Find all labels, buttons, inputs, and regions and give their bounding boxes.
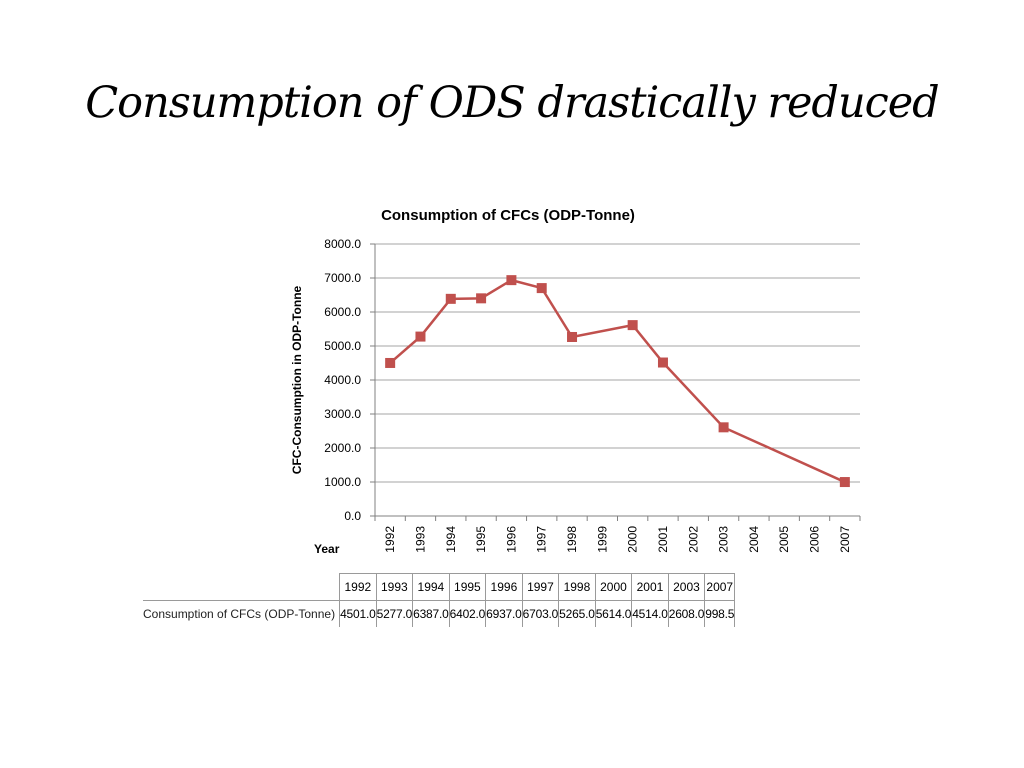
table-header-cell: 1992 (339, 573, 377, 601)
y-tick-label: 2000.0 (324, 441, 361, 455)
table-value-cell: 5277.0 (375, 600, 414, 627)
data-point-marker (839, 477, 850, 488)
table-header-row: 1992 1993 1994 1995 1996 1997 1998 2000 2001 2003… (143, 573, 736, 601)
table-corner (143, 573, 341, 601)
table-header-cell: 1996 (485, 573, 523, 601)
x-tick-label: 1998 (565, 526, 579, 553)
data-point-marker (718, 422, 729, 433)
y-tick-label: 6000.0 (324, 305, 361, 319)
y-tick-label: 3000.0 (324, 407, 361, 421)
data-point-marker (476, 293, 487, 304)
x-tick-label: 1994 (444, 526, 458, 553)
data-point-marker (567, 331, 578, 342)
y-axis-label: CFC-Consumption in ODP-Tonne (290, 285, 304, 474)
table-header-cell: 1997 (521, 573, 560, 601)
y-tick-label: 8000.0 (324, 237, 361, 251)
x-tick-label: 2005 (777, 526, 791, 553)
x-tick-label: 2000 (626, 526, 640, 553)
y-tick-label: 4000.0 (324, 373, 361, 387)
table-value-cell: 4514.0 (631, 600, 669, 627)
x-tick-label: 1997 (535, 526, 549, 553)
data-point-marker (627, 320, 638, 331)
table-value-cell: 6937.0 (485, 600, 523, 627)
table-value-cell: 5265.0 (558, 600, 596, 627)
y-tick-label: 5000.0 (324, 339, 361, 353)
table-value-cell: 4501.0 (339, 600, 377, 627)
table-header-cell: 1995 (448, 573, 487, 601)
table-value-cell: 5614.0 (594, 600, 633, 627)
table-value-cell: 6387.0 (412, 600, 450, 627)
data-point-marker (415, 331, 426, 342)
data-point-marker (385, 357, 396, 368)
data-table: 1992 1993 1994 1995 1996 1997 1998 2000 2001 2003… (143, 573, 736, 627)
slide-title: Consumption of ODS drastically reduced (85, 78, 939, 128)
y-tick-label: 1000.0 (324, 475, 361, 489)
table-header-cell: 2000 (594, 573, 633, 601)
table-row-label: Consumption of CFCs (ODP-Tonne) (143, 600, 341, 627)
data-point-marker (536, 283, 547, 294)
x-tick-label: 1999 (595, 526, 609, 553)
x-axis-ticks: 1992 1993 1994 1995 1996 1997 1998 1999 2000 2001… (374, 516, 861, 553)
chart-title: Consumption of CFCs (ODP-Tonne) (381, 207, 635, 224)
table-value-cell: 6402.0 (448, 600, 487, 627)
table-header-cell: 1993 (375, 573, 414, 601)
x-tick-label: 2007 (838, 526, 852, 553)
y-tick-label: 0.0 (344, 509, 361, 523)
table-header-cell: 1994 (412, 573, 450, 601)
table-value-cell: 6703.0 (521, 600, 560, 627)
table-values-row: Consumption of CFCs (ODP-Tonne) 4501.0 52… (143, 600, 736, 627)
y-axis-ticks: 0.0 1000.0 2000.0 3000.0 4000.0 5000.0 6000.0 7… (324, 237, 375, 523)
table-header-cell: 2007 (704, 573, 736, 601)
table-value-cell: 2608.0 (667, 600, 706, 627)
y-tick-label: 7000.0 (324, 271, 361, 285)
x-tick-label: 1993 (413, 526, 427, 553)
x-tick-label: 2001 (656, 526, 670, 553)
data-point-marker (506, 275, 517, 286)
data-point-marker (657, 357, 668, 368)
x-tick-label: 1996 (504, 526, 518, 553)
x-axis-label: Year (314, 542, 340, 556)
table-value-cell: 998.5 (704, 600, 736, 627)
x-tick-label: 2006 (808, 526, 822, 553)
x-tick-label: 2004 (747, 526, 761, 553)
table-header-cell: 2003 (667, 573, 706, 601)
x-tick-label: 2002 (686, 526, 700, 553)
chart-gridlines (374, 243, 860, 517)
x-tick-label: 1995 (474, 526, 488, 553)
x-tick-label: 2003 (717, 526, 731, 553)
series-line (389, 278, 846, 484)
x-tick-label: 1992 (383, 526, 397, 553)
table-header-cell: 1998 (558, 573, 596, 601)
table-header-cell: 2001 (631, 573, 669, 601)
data-point-marker (445, 293, 456, 304)
series-markers (385, 275, 850, 488)
